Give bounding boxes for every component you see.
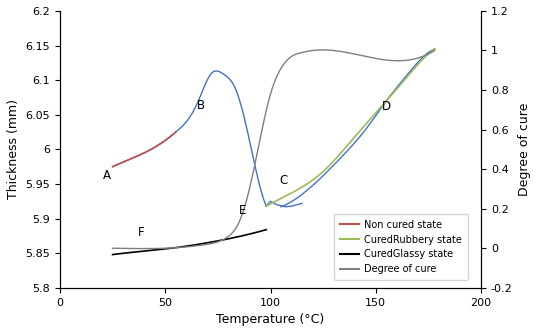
Text: B: B <box>197 99 205 112</box>
Text: C: C <box>279 174 287 187</box>
Text: A: A <box>103 169 110 182</box>
Text: D: D <box>382 100 391 113</box>
Text: F: F <box>138 226 145 239</box>
Y-axis label: Degree of cure: Degree of cure <box>518 103 531 196</box>
Text: E: E <box>239 204 246 217</box>
Legend: Non cured state, CuredRubbery state, CuredGlassy state, Degree of cure: Non cured state, CuredRubbery state, Cur… <box>334 214 468 280</box>
Y-axis label: Thickness (mm): Thickness (mm) <box>7 99 20 199</box>
X-axis label: Temperature (°C): Temperature (°C) <box>216 313 324 326</box>
